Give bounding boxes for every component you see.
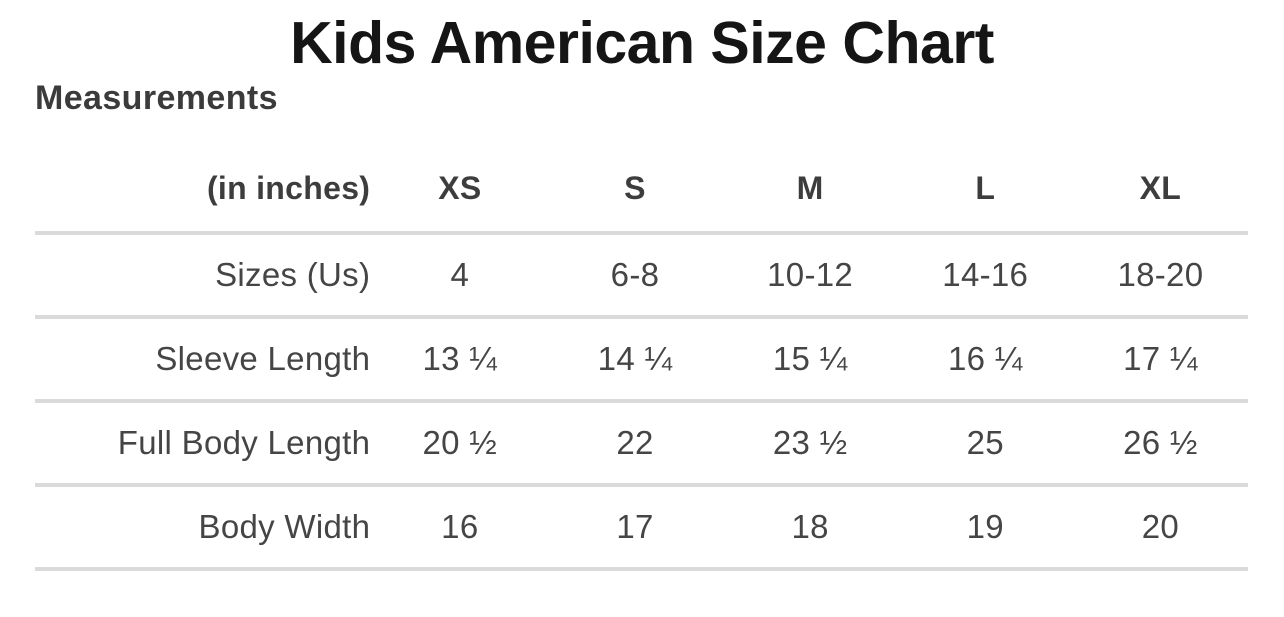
cell-value: 15 ¼ <box>722 315 898 401</box>
column-header-s: S <box>624 170 646 206</box>
row-label: Body Width <box>35 483 373 569</box>
unit-label: (in inches) <box>206 170 371 206</box>
cell-value: 18 <box>722 483 898 569</box>
cell-value: 14-16 <box>897 231 1073 317</box>
cell-value: 10-12 <box>722 231 898 317</box>
row-label: Full Body Length <box>35 399 373 485</box>
cell-value: 18-20 <box>1072 231 1248 317</box>
cell-value: 20 ½ <box>372 399 548 485</box>
column-header-l: L <box>975 170 996 206</box>
cell-value: 25 <box>897 399 1073 485</box>
cell-value: 16 <box>372 483 548 569</box>
row-label: Sizes (Us) <box>35 231 373 317</box>
table-row-full-body-length: Full Body Length 20 ½ 22 23 ½ 25 26 ½ <box>35 399 1248 485</box>
column-header-xs: XS <box>438 170 482 206</box>
cell-value: 6-8 <box>547 231 723 317</box>
table-row-sizes-us: Sizes (Us) 4 6-8 10-12 14-16 18-20 <box>35 231 1248 317</box>
cell-value: 23 ½ <box>722 399 898 485</box>
cell-value: 20 <box>1072 483 1248 569</box>
measurements-heading: Measurements <box>35 79 278 117</box>
table-header-row: (in inches) XS S M L XL <box>35 146 1248 233</box>
cell-value: 22 <box>547 399 723 485</box>
cell-value: 17 ¼ <box>1072 315 1248 401</box>
table-row-sleeve-length: Sleeve Length 13 ¼ 14 ¼ 15 ¼ 16 ¼ 17 ¼ <box>35 315 1248 401</box>
table-row-body-width: Body Width 16 17 18 19 20 <box>35 483 1248 569</box>
size-chart-table: (in inches) XS S M L XL Sizes (Us) 4 6-8… <box>35 146 1248 571</box>
column-header-xl: XL <box>1139 170 1182 206</box>
cell-value: 17 <box>547 483 723 569</box>
column-header-m: M <box>796 170 824 206</box>
cell-value: 13 ¼ <box>372 315 548 401</box>
cell-value: 4 <box>372 231 548 317</box>
cell-value: 26 ½ <box>1072 399 1248 485</box>
cell-value: 16 ¼ <box>897 315 1073 401</box>
page-title: Kids American Size Chart <box>290 10 994 76</box>
cell-value: 14 ¼ <box>547 315 723 401</box>
row-label: Sleeve Length <box>35 315 373 401</box>
cell-value: 19 <box>897 483 1073 569</box>
